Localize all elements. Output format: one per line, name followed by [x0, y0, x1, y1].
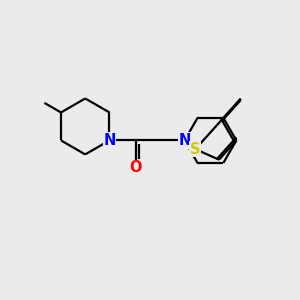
Text: S: S: [190, 142, 201, 157]
Text: N: N: [103, 133, 116, 148]
Text: N: N: [178, 133, 191, 148]
Text: O: O: [130, 160, 142, 175]
